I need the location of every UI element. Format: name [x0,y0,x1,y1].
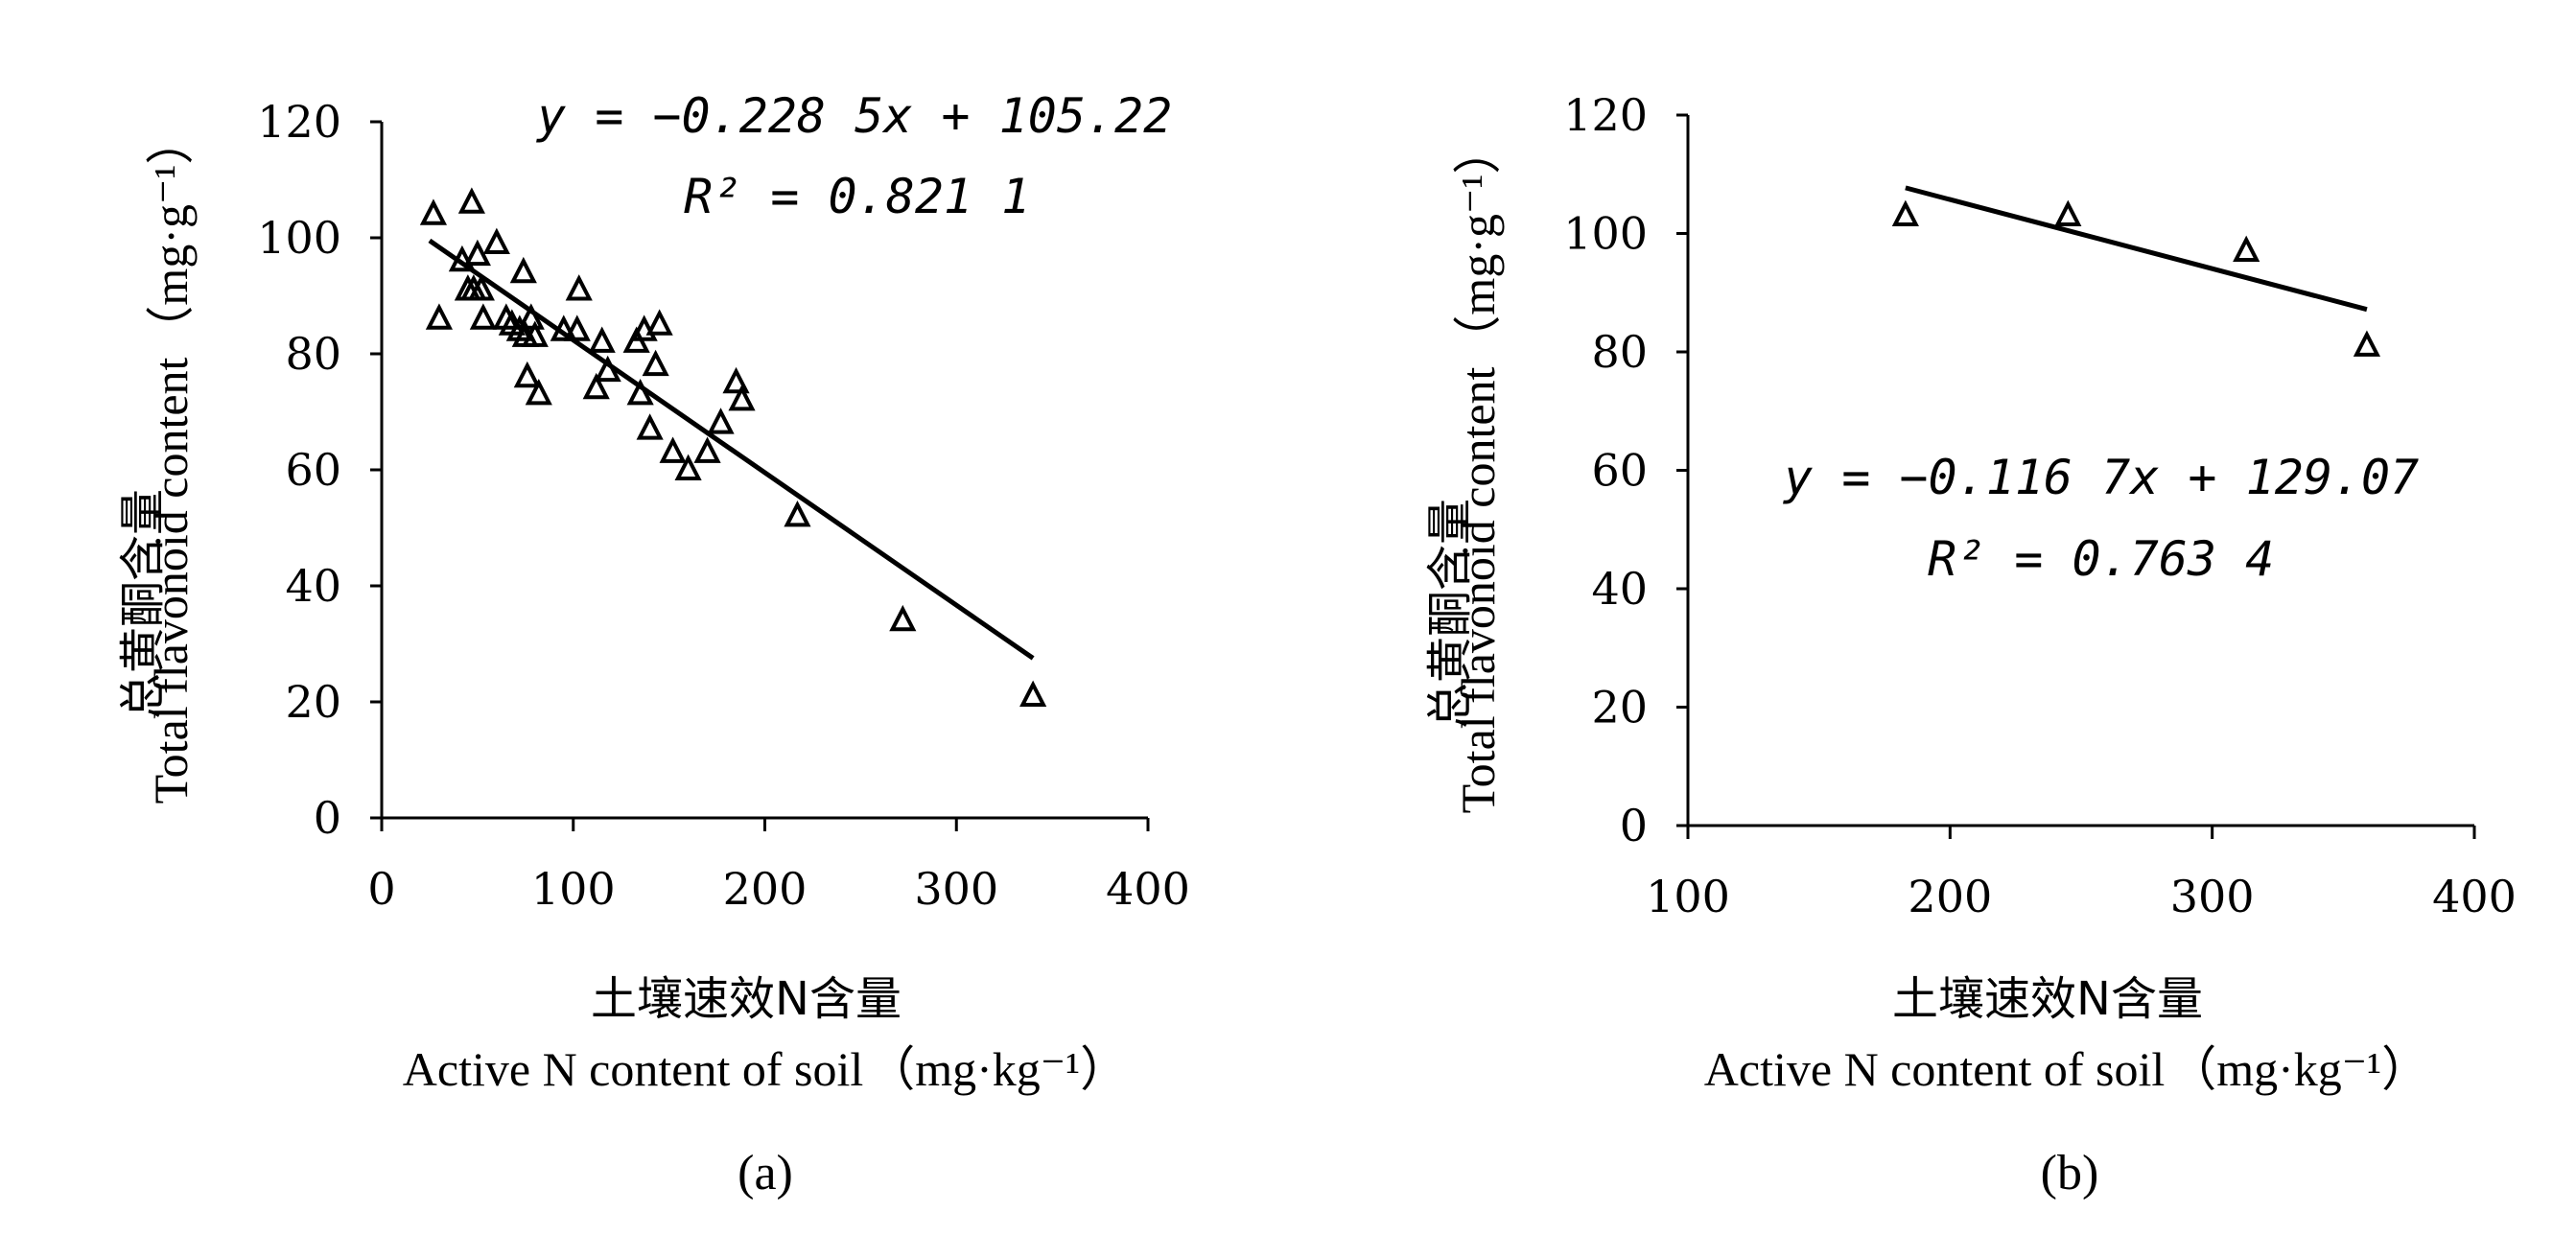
chart-a-point [463,239,491,267]
chart-b-y-tick-label: 60 [1591,445,1648,497]
chart-a-trendline-line [428,238,1035,661]
chart-a-ylabel-group: Total flavonoid content （mg·g⁻¹） [144,117,198,804]
chart-a-point [707,408,735,434]
chart-a-point [784,501,811,527]
chart-a-ylabel-unit: （mg·g⁻¹） [144,117,198,354]
chart-b-point [2054,199,2082,226]
chart-b-points [1891,199,2381,357]
chart-a-y-tick-label: 100 [257,212,341,264]
chart-b: 0 20 40 60 80 100 120 100 200 300 400 y = −0.116 7… [1423,89,2517,1200]
chart-b-y-tick-label: 20 [1591,682,1648,734]
chart-a-point [693,436,721,463]
chart-a-point [521,320,549,347]
chart-b-y-tick-label: 80 [1591,326,1648,378]
chart-a-axes [370,120,1150,831]
chart-a-xlabel-group: Active N content of soil （mg·kg⁻¹） [403,1042,1128,1096]
chart-b-axes [1676,113,2476,839]
chart-a-xlabel-cn: 土壤速效N含量 [591,972,902,1026]
chart-a-y-tick-label: 20 [285,676,341,728]
chart-b-x-tick-label: 400 [2432,871,2517,922]
chart-a: 0 20 40 60 80 100 120 0 100 200 300 400 y = −0.228 … [116,88,1190,1200]
chart-a-points [419,187,1047,707]
chart-a-point [457,187,485,214]
chart-a-panel-label: (a) [738,1146,793,1200]
chart-b-x-tick-label: 300 [2170,871,2255,922]
chart-a-ylabel-en: Total flavonoid content [144,357,198,804]
chart-a-point [659,436,687,463]
chart-a-point [467,274,495,301]
chart-b-equation: y = −0.116 7x + 129.07 [1783,450,2419,505]
chart-b-xlabel-cn: 土壤速效N含量 [1892,972,2203,1026]
chart-a-equation: y = −0.228 5x + 105.22 [536,88,1172,144]
chart-a-point [517,303,545,330]
chart-b-ylabel-en: Total flavonoid content [1451,366,1505,813]
chart-b-panel-label: (b) [2041,1146,2099,1200]
chart-b-ylabel-unit: （mg·g⁻¹） [1451,127,1505,363]
chart-a-y-tick-label: 40 [285,560,341,612]
chart-b-ylabel-group: Total flavonoid content （mg·g⁻¹） [1451,127,1505,814]
chart-a-point [565,274,593,301]
chart-a-xlabel-unit: （mg·kg⁻¹） [867,1042,1128,1096]
chart-b-point [2353,330,2381,357]
chart-a-tick-labels: 0 20 40 60 80 100 120 0 100 200 300 400 [257,96,1190,915]
chart-b-y-tick-label: 100 [1563,208,1648,260]
chart-b-y-tick-label: 120 [1563,89,1648,141]
chart-b-point [2233,235,2260,263]
chart-a-x-tick-label: 0 [367,863,395,915]
chart-a-point [509,256,537,284]
chart-a-point [1019,680,1047,707]
chart-a-point [425,303,454,330]
chart-a-x-tick-label: 200 [723,863,808,915]
chart-b-x-tick-label: 200 [1908,871,1992,922]
chart-a-xlabel-en: Active N content of soil [403,1042,863,1096]
chart-a-trendline [428,238,1035,661]
chart-a-y-tick-label: 0 [314,792,341,844]
chart-a-point [642,349,669,377]
chart-a-y-tick-label: 60 [285,444,341,496]
chart-b-xlabel-group: Active N content of soil （mg·kg⁻¹） [1704,1042,2429,1096]
chart-a-point [636,413,664,440]
chart-a-ylabel-cn: 总黄酮含量 [116,489,170,719]
chart-b-y-tick-label: 40 [1591,563,1648,615]
chart-b-xlabel-unit: （mg·kg⁻¹） [2168,1042,2429,1096]
chart-a-r2: R² = 0.821 1 [684,169,1030,224]
chart-a-x-tick-label: 300 [914,863,998,915]
chart-b-x-tick-label: 100 [1646,871,1730,922]
chart-a-point [469,303,497,330]
chart-b-xlabel-en: Active N content of soil [1704,1042,2165,1096]
chart-a-y-tick-label: 120 [257,96,341,148]
chart-b-ylabel-cn: 总黄酮含量 [1423,499,1477,729]
chart-b-trendline-line [1905,185,2368,313]
chart-a-point [645,309,673,336]
chart-a-point [482,227,510,255]
chart-a-point [889,604,917,632]
chart-a-point [722,366,750,394]
chart-a-y-tick-label: 80 [285,328,341,380]
chart-a-x-tick-label: 100 [531,863,616,915]
chart-b-r2: R² = 0.763 4 [1928,531,2274,587]
chart-a-x-tick-label: 400 [1106,863,1190,915]
chart-a-point [419,198,448,225]
chart-a-point [728,384,756,411]
chart-a-point [626,378,654,406]
chart-b-y-tick-label: 0 [1620,800,1648,851]
chart-a-point [525,378,552,406]
chart-b-tick-labels: 0 20 40 60 80 100 120 100 200 300 400 [1563,89,2517,922]
chart-a-point [674,454,702,480]
chart-a-point [563,315,591,341]
chart-a-point [513,361,541,388]
chart-b-trendline [1905,185,2368,313]
chart-a-point [582,372,610,400]
chart-a-point [588,326,616,353]
chart-b-point [1891,199,1919,226]
